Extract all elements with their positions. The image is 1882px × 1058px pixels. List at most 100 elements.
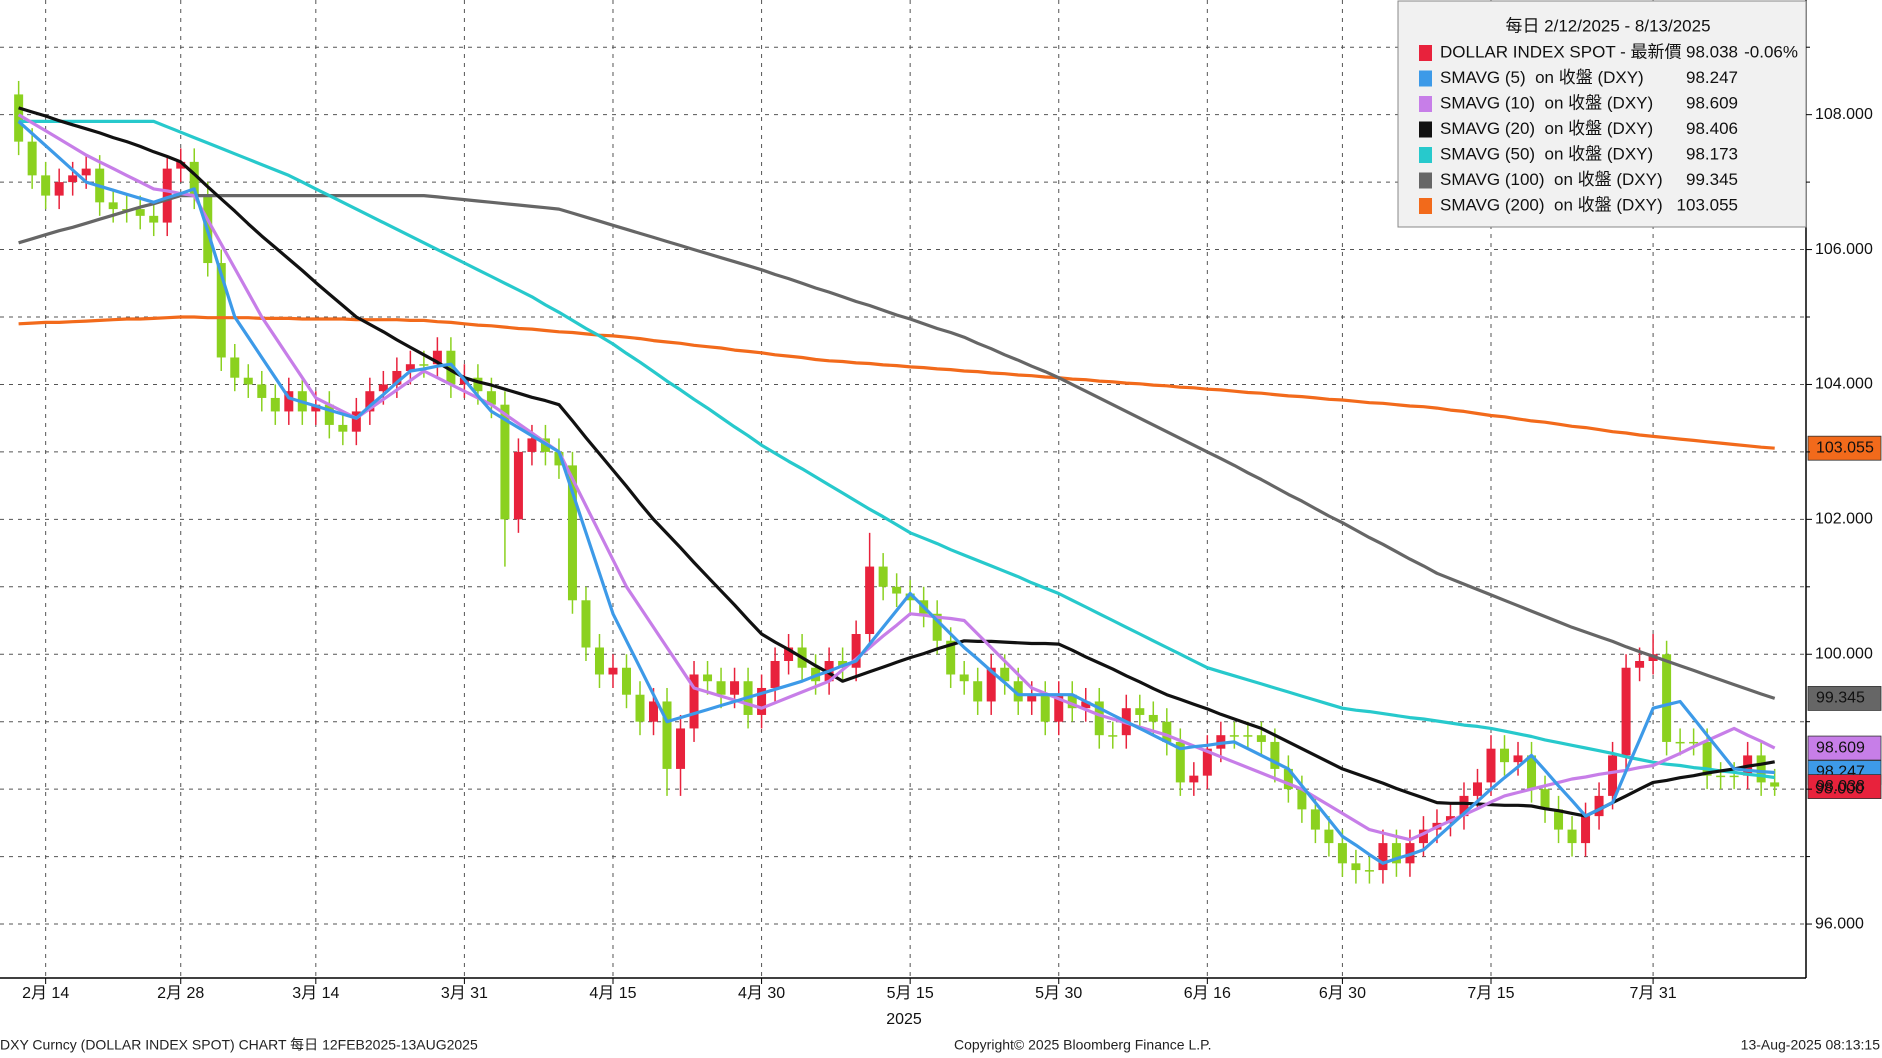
candle-body xyxy=(784,647,794,661)
candle-body xyxy=(1189,775,1199,783)
legend-label: SMAVG (5) on 收盤 (DXY) xyxy=(1440,68,1644,87)
candle-body xyxy=(243,377,253,385)
candle-body xyxy=(1770,782,1780,787)
value-tag-label: 99.345 xyxy=(1816,690,1865,707)
ma-line xyxy=(18,106,1775,818)
candle-body xyxy=(1581,816,1591,844)
candle-body xyxy=(1297,789,1307,810)
x-tick-label: 5月 15 xyxy=(887,985,934,1002)
candle-body xyxy=(1621,667,1631,756)
x-axis-year: 2025 xyxy=(886,1011,922,1028)
candle-body xyxy=(189,161,199,196)
candle-body xyxy=(1418,829,1428,844)
footer-center: Copyright© 2025 Bloomberg Finance L.P. xyxy=(954,1037,1212,1053)
candle-body xyxy=(757,687,767,715)
candle-body xyxy=(1094,701,1104,736)
candle-body xyxy=(1256,735,1266,742)
candle-body xyxy=(1243,735,1253,737)
legend-swatch xyxy=(1419,70,1432,87)
candle-body xyxy=(162,168,172,223)
candle-body xyxy=(986,667,996,702)
y-tick-label: 106.000 xyxy=(1815,241,1873,258)
y-tick-label: 98.000 xyxy=(1815,780,1864,797)
candle-body xyxy=(1013,681,1023,702)
legend-swatch xyxy=(1419,198,1432,214)
candle-body xyxy=(1351,863,1361,871)
candle-body xyxy=(81,168,91,176)
legend-value: 99.345 xyxy=(1686,170,1738,189)
candle-body xyxy=(270,397,280,412)
candle-body xyxy=(486,391,496,405)
candle-body xyxy=(473,377,483,392)
ma-line xyxy=(18,315,1775,450)
candle-body xyxy=(54,182,64,196)
legend-swatch xyxy=(1419,172,1432,189)
x-tick-label: 6月 30 xyxy=(1319,985,1366,1002)
candle-body xyxy=(1135,708,1145,715)
candle-body xyxy=(851,634,861,668)
candle-body xyxy=(716,681,726,695)
value-tag xyxy=(1807,774,1882,799)
candle-body xyxy=(1148,714,1158,722)
candle-body xyxy=(1337,843,1347,864)
ma-line xyxy=(18,194,1776,700)
candle-body xyxy=(135,209,145,216)
legend: 每日 2/12/2025 - 8/13/2025 DOLLAR INDEX SP… xyxy=(1397,0,1807,228)
legend-value: 103.055 xyxy=(1677,195,1738,214)
ma-line xyxy=(17,113,1776,842)
candle-body xyxy=(730,681,740,695)
legend-value: 98.609 xyxy=(1686,93,1738,112)
ma-line xyxy=(17,120,1775,865)
legend-swatch xyxy=(1419,96,1432,112)
candle-body xyxy=(676,728,686,769)
candle-body xyxy=(946,640,956,675)
candle-body xyxy=(1229,735,1239,737)
candle-body xyxy=(1283,768,1293,790)
candle-body xyxy=(230,357,240,378)
value-tag xyxy=(1807,435,1882,461)
candle-body xyxy=(1540,789,1550,810)
candle-body xyxy=(1513,755,1523,763)
legend-value: 98.038 xyxy=(1686,42,1738,61)
candle-body xyxy=(257,384,267,398)
legend-swatch xyxy=(1419,45,1432,61)
candle-body xyxy=(959,674,969,682)
candle-body xyxy=(284,391,294,412)
candle-body xyxy=(932,613,942,641)
value-tag-label: 98.609 xyxy=(1816,739,1865,756)
legend-title: 每日 2/12/2025 - 8/13/2025 xyxy=(1505,16,1710,35)
candle-body xyxy=(1500,748,1510,763)
candle-body xyxy=(905,593,915,601)
candle-body xyxy=(1702,741,1712,776)
candle-body xyxy=(703,674,713,682)
candle-body xyxy=(689,674,699,729)
candle-body xyxy=(1378,843,1388,871)
candle-body xyxy=(1756,755,1766,783)
legend-label: SMAVG (10) on 收盤 (DXY) xyxy=(1440,93,1653,112)
candle-body xyxy=(432,350,442,365)
candle-body xyxy=(1054,694,1064,722)
candle-body xyxy=(1027,694,1037,702)
x-tick-label: 7月 15 xyxy=(1467,985,1514,1002)
candle-body xyxy=(365,391,375,412)
candle-body xyxy=(1554,809,1564,830)
y-tick-label: 102.000 xyxy=(1815,511,1873,528)
candle-body xyxy=(378,384,388,392)
candle-body xyxy=(892,586,902,594)
candle-body xyxy=(1459,795,1469,817)
legend-value: 98.247 xyxy=(1686,68,1738,87)
candle-body xyxy=(662,701,672,769)
candle-body xyxy=(351,411,361,432)
candle-body xyxy=(973,681,983,702)
candle-body xyxy=(1000,667,1010,682)
candle-body xyxy=(1040,694,1050,722)
x-tick-label: 6月 16 xyxy=(1184,985,1231,1002)
candle-body xyxy=(513,451,523,520)
legend-label: SMAVG (50) on 收盤 (DXY) xyxy=(1440,144,1653,163)
x-tick-label: 4月 30 xyxy=(738,985,785,1002)
candle-body xyxy=(878,566,888,587)
candle-body xyxy=(554,451,564,466)
candle-body xyxy=(1202,748,1212,776)
